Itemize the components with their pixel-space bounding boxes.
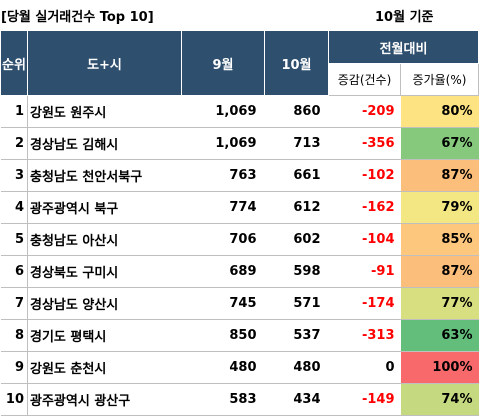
change-count-cell: -162	[328, 191, 401, 224]
region-cell: 광주광역시 광산구	[27, 383, 182, 416]
rank-cell: 3	[0, 159, 28, 192]
change-count-cell: 0	[328, 351, 401, 384]
september-count-cell: 774	[181, 191, 265, 224]
table-body: 1 강원도 원주시 1,069 860 -209 80% 2 경상남도 김해시 1,069 713…	[0, 95, 479, 416]
table-row: 6 경상북도 구미시 689 598 -91 87%	[0, 255, 479, 288]
table-row: 8 경기도 평택시 850 537 -313 63%	[0, 319, 479, 352]
change-count-cell: -313	[328, 319, 401, 352]
header-rank: 순위	[0, 30, 28, 96]
change-rate-cell: 74%	[400, 383, 479, 416]
header-region: 도+시	[27, 30, 182, 96]
september-count-cell: 480	[181, 351, 265, 384]
october-count-cell: 661	[264, 159, 329, 192]
change-count-cell: -174	[328, 287, 401, 320]
table-row: 7 경상남도 양산시 745 571 -174 77%	[0, 287, 479, 320]
september-count-cell: 1,069	[181, 127, 265, 160]
rank-cell: 7	[0, 287, 28, 320]
header-change-rate: 증가율(%)	[400, 63, 479, 96]
table-row: 10 광주광역시 광산구 583 434 -149 74%	[0, 383, 479, 416]
table-row: 5 충청남도 아산시 706 602 -104 85%	[0, 223, 479, 256]
october-count-cell: 713	[264, 127, 329, 160]
october-count-cell: 602	[264, 223, 329, 256]
header-september: 9월	[181, 30, 265, 96]
region-cell: 충청남도 천안서북구	[27, 159, 182, 192]
september-count-cell: 689	[181, 255, 265, 288]
october-count-cell: 434	[264, 383, 329, 416]
change-count-cell: -356	[328, 127, 401, 160]
table-row: 1 강원도 원주시 1,069 860 -209 80%	[0, 95, 479, 128]
change-rate-cell: 77%	[400, 287, 479, 320]
region-cell: 강원도 춘천시	[27, 351, 182, 384]
september-count-cell: 583	[181, 383, 265, 416]
change-rate-cell: 63%	[400, 319, 479, 352]
transaction-top10-table: 순위 도+시 9월 10월 전월대비 증감(건수) 증가율(%) 1 강원도 원주…	[0, 30, 479, 416]
table-title: [당월 실거래건수 Top 10]	[1, 10, 154, 25]
rank-cell: 2	[0, 127, 28, 160]
september-count-cell: 745	[181, 287, 265, 320]
table-row: 9 강원도 춘천시 480 480 0 100%	[0, 351, 479, 384]
change-count-cell: -104	[328, 223, 401, 256]
table-row: 4 광주광역시 북구 774 612 -162 79%	[0, 191, 479, 224]
region-cell: 강원도 원주시	[27, 95, 182, 128]
rank-cell: 4	[0, 191, 28, 224]
rank-cell: 1	[0, 95, 28, 128]
region-cell: 경상남도 김해시	[27, 127, 182, 160]
change-rate-cell: 85%	[400, 223, 479, 256]
region-cell: 충청남도 아산시	[27, 223, 182, 256]
basis-month-label: 10월 기준	[375, 10, 434, 25]
change-rate-cell: 80%	[400, 95, 479, 128]
change-rate-cell: 87%	[400, 255, 479, 288]
change-count-cell: -209	[328, 95, 401, 128]
region-cell: 광주광역시 북구	[27, 191, 182, 224]
change-count-cell: -102	[328, 159, 401, 192]
region-cell: 경상북도 구미시	[27, 255, 182, 288]
table-row: 3 충청남도 천안서북구 763 661 -102 87%	[0, 159, 479, 192]
change-count-cell: -91	[328, 255, 401, 288]
change-rate-cell: 87%	[400, 159, 479, 192]
october-count-cell: 537	[264, 319, 329, 352]
change-rate-cell: 100%	[400, 351, 479, 384]
rank-cell: 10	[0, 383, 28, 416]
header-change-count: 증감(건수)	[328, 63, 401, 96]
change-count-cell: -149	[328, 383, 401, 416]
october-count-cell: 571	[264, 287, 329, 320]
header-month-over-month: 전월대비	[328, 30, 479, 64]
change-rate-cell: 67%	[400, 127, 479, 160]
october-count-cell: 860	[264, 95, 329, 128]
september-count-cell: 706	[181, 223, 265, 256]
region-cell: 경상남도 양산시	[27, 287, 182, 320]
rank-cell: 9	[0, 351, 28, 384]
october-count-cell: 598	[264, 255, 329, 288]
header-october: 10월	[264, 30, 329, 96]
change-rate-cell: 79%	[400, 191, 479, 224]
rank-cell: 6	[0, 255, 28, 288]
table-row: 2 경상남도 김해시 1,069 713 -356 67%	[0, 127, 479, 160]
rank-cell: 8	[0, 319, 28, 352]
region-cell: 경기도 평택시	[27, 319, 182, 352]
october-count-cell: 612	[264, 191, 329, 224]
october-count-cell: 480	[264, 351, 329, 384]
september-count-cell: 850	[181, 319, 265, 352]
rank-cell: 5	[0, 223, 28, 256]
september-count-cell: 763	[181, 159, 265, 192]
september-count-cell: 1,069	[181, 95, 265, 128]
